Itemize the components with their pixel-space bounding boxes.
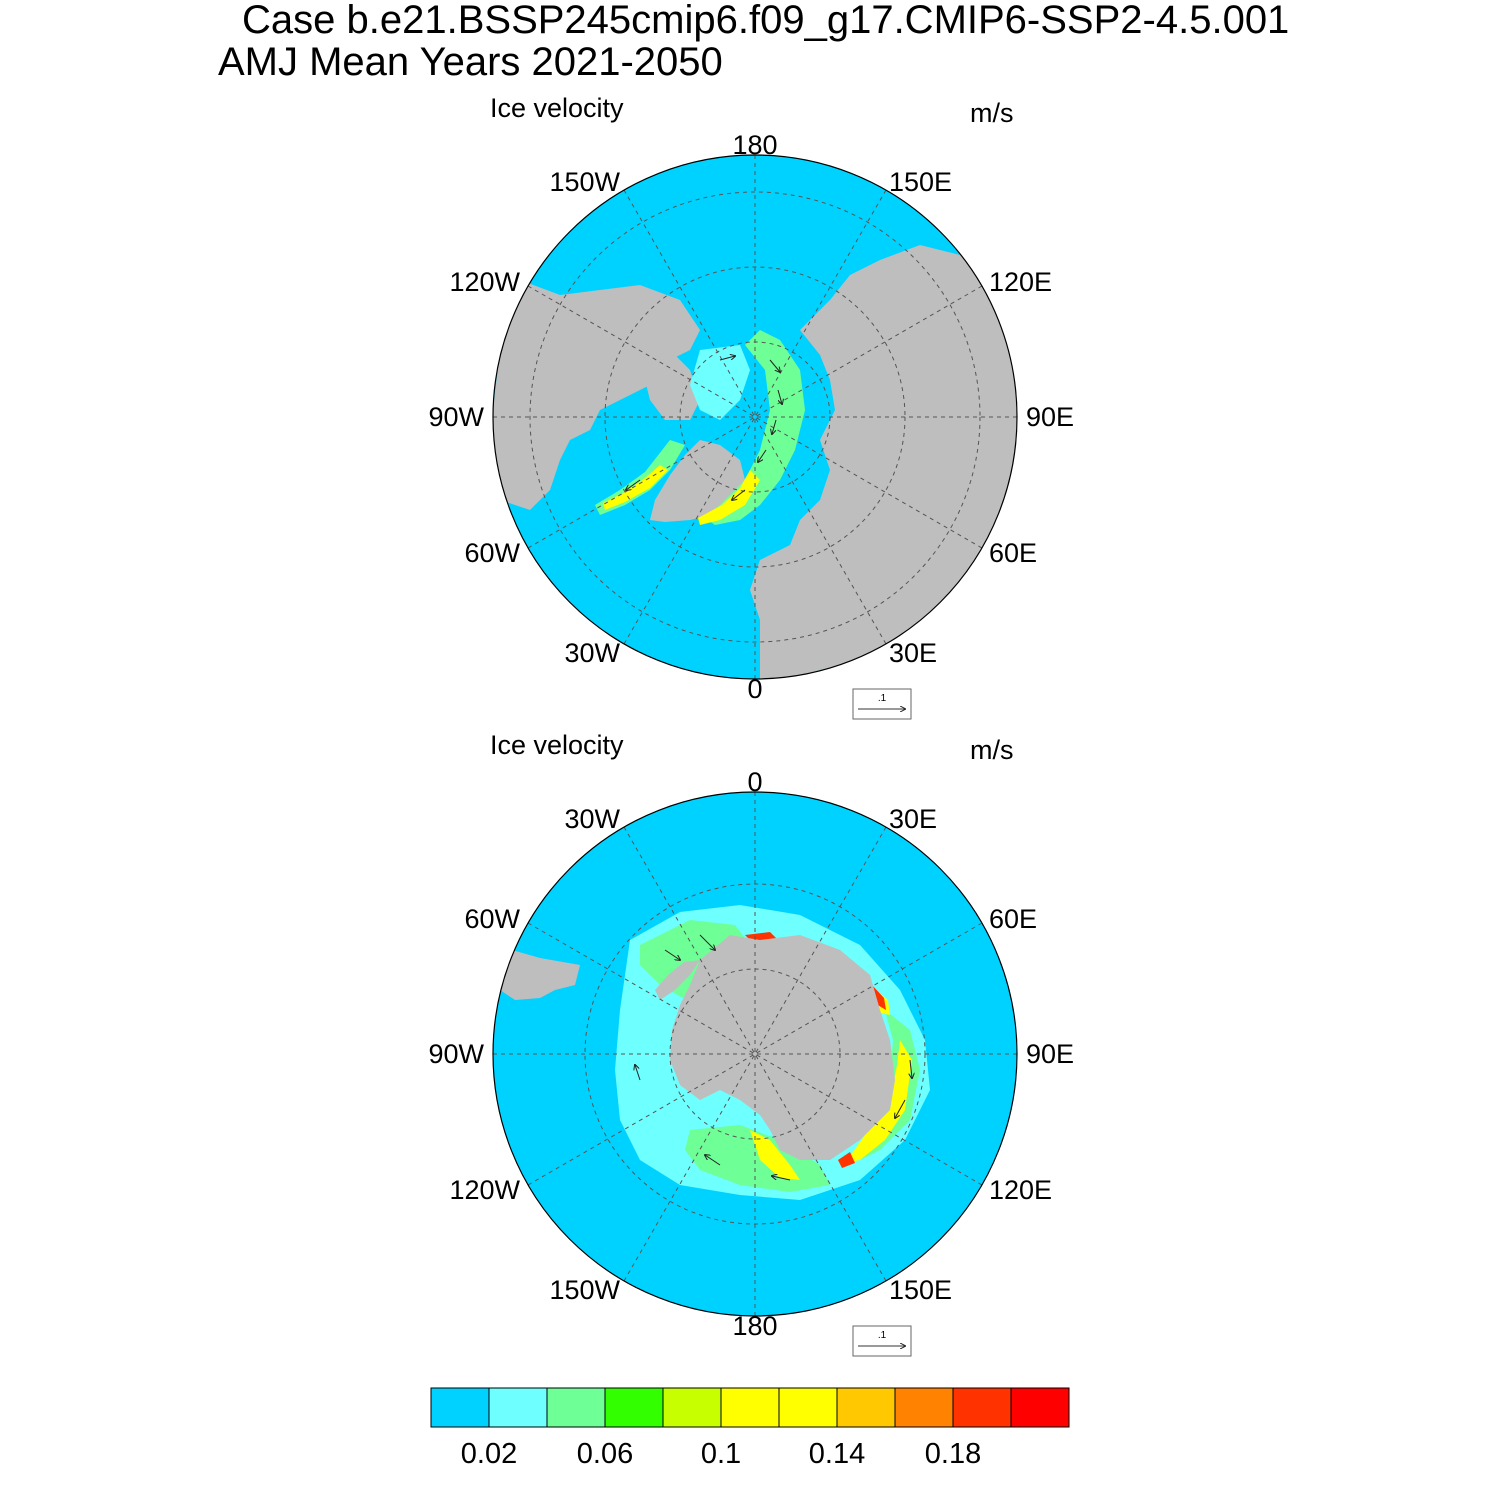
south-units-label: m/s	[970, 735, 1014, 765]
colorbar-tick-label: 0.06	[577, 1438, 633, 1470]
north-lon-label-upper-right: 150E	[889, 167, 952, 197]
south-lon-label-lower-right: 150E	[889, 1275, 952, 1305]
north-velocity-beaufort	[690, 345, 750, 420]
colorbar-box	[488, 1387, 548, 1428]
colorbar-box	[1010, 1387, 1070, 1428]
north-velocity-band	[705, 330, 805, 525]
colorbar-tick-label: 0.02	[461, 1438, 517, 1470]
south-field-label: Ice velocity	[490, 730, 624, 760]
colorbar-tick-label: 0.1	[701, 1438, 741, 1470]
north-lon-label-bottom: 0	[747, 674, 762, 704]
south-lon-label-mid-lower-right: 120E	[989, 1175, 1052, 1205]
north-lon-label-mid-upper-left: 120W	[449, 267, 520, 297]
north-units-label: m/s	[970, 98, 1014, 128]
south-lon-label-right: 90E	[1026, 1039, 1074, 1069]
north-graticule	[493, 155, 1017, 679]
north-land-greenland	[650, 440, 745, 522]
south-vectors	[635, 934, 912, 1181]
north-map-border	[492, 154, 1018, 680]
colorbar-tick-label: 0.14	[809, 1438, 865, 1470]
south-land-peninsula	[655, 960, 700, 1000]
south-reference-vector: .1	[852, 1325, 912, 1357]
colorbar-tick-label: 0.18	[925, 1438, 981, 1470]
period-title: AMJ Mean Years 2021-2050	[218, 40, 723, 84]
north-vectors	[626, 356, 782, 500]
south-lon-label-mid-upper-left: 60W	[464, 904, 520, 934]
colorbar-box	[952, 1387, 1012, 1428]
colorbar-box	[836, 1387, 896, 1428]
south-panel: Ice velocity m/s	[428, 730, 1074, 1357]
south-land-south-america	[500, 950, 580, 1000]
south-lon-label-upper-right: 30E	[889, 804, 937, 834]
colorbar: 0.02 0.06 0.1 0.14 0.18	[430, 1387, 1070, 1470]
case-title: Case b.e21.BSSP245cmip6.f09_g17.CMIP6-SS…	[242, 0, 1290, 42]
north-reference-vector-label: .1	[878, 693, 887, 704]
south-lon-label-bottom: 180	[732, 1311, 777, 1341]
north-lon-label-lower-right: 30E	[889, 638, 937, 668]
south-graticule	[493, 792, 1017, 1316]
colorbar-labels: 0.02 0.06 0.1 0.14 0.18	[461, 1438, 981, 1470]
south-map	[493, 792, 1017, 1316]
south-map-border	[492, 791, 1018, 1317]
south-lon-label-top: 0	[747, 767, 762, 797]
south-velocity-coastal-yellow	[750, 985, 912, 1180]
north-reference-vector: .1	[852, 688, 912, 720]
north-velocity-band-yellow	[698, 470, 760, 525]
north-lon-label-mid-upper-right: 120E	[989, 267, 1052, 297]
north-longitude-labels: 180 0 90W 90E 150W 150E 120W 120E 60W 60…	[428, 130, 1074, 704]
south-longitude-labels: 0 180 90W 90E 30W 30E 60W 60E 120W 120E …	[428, 767, 1074, 1341]
north-land-eurasia	[750, 245, 1017, 679]
colorbar-box	[894, 1387, 954, 1428]
north-lon-label-lower-left: 30W	[564, 638, 620, 668]
north-field-label: Ice velocity	[490, 93, 624, 123]
south-lon-label-left: 90W	[428, 1039, 484, 1069]
colorbar-box	[720, 1387, 780, 1428]
south-reference-vector-label: .1	[878, 1330, 887, 1341]
colorbar-boxes	[430, 1387, 1070, 1428]
north-lon-label-right: 90E	[1026, 402, 1074, 432]
colorbar-box	[662, 1387, 722, 1428]
south-lon-label-mid-upper-right: 60E	[989, 904, 1037, 934]
colorbar-box	[430, 1387, 490, 1428]
colorbar-box	[546, 1387, 606, 1428]
north-lon-label-left: 90W	[428, 402, 484, 432]
south-land-antarctica	[670, 935, 895, 1160]
north-lon-label-upper-left: 150W	[549, 167, 620, 197]
north-velocity-band-west-yellow	[603, 465, 668, 510]
north-lon-label-mid-lower-left: 60W	[464, 538, 520, 568]
colorbar-box	[778, 1387, 838, 1428]
north-lon-label-mid-lower-right: 60E	[989, 538, 1037, 568]
south-lon-label-lower-left: 150W	[549, 1275, 620, 1305]
south-lon-label-mid-lower-left: 120W	[449, 1175, 520, 1205]
north-map	[493, 155, 1017, 679]
north-panel: Ice velocity m/s	[428, 93, 1074, 720]
north-lon-label-top: 180	[732, 130, 777, 160]
colorbar-box	[604, 1387, 664, 1428]
south-lon-label-upper-left: 30W	[564, 804, 620, 834]
north-land-islands	[640, 350, 700, 420]
